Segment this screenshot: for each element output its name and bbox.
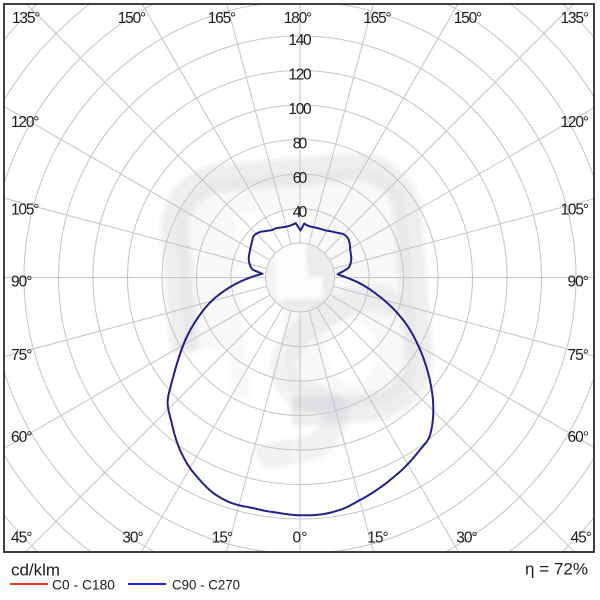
svg-text:135°: 135° [561, 10, 590, 27]
svg-text:60°: 60° [568, 429, 590, 446]
svg-text:90°: 90° [11, 274, 33, 291]
svg-text:cd/klm: cd/klm [11, 561, 60, 580]
svg-text:30°: 30° [122, 530, 144, 547]
svg-text:120°: 120° [11, 114, 40, 131]
svg-text:135°: 135° [12, 10, 41, 27]
svg-text:120°: 120° [561, 114, 590, 131]
svg-text:105°: 105° [11, 202, 40, 219]
svg-text:15°: 15° [367, 530, 389, 547]
svg-text:60°: 60° [11, 429, 33, 446]
svg-text:105°: 105° [561, 202, 590, 219]
svg-text:80: 80 [293, 136, 308, 153]
svg-text:40: 40 [293, 204, 308, 221]
svg-text:165°: 165° [363, 10, 392, 27]
svg-text:165°: 165° [208, 10, 237, 27]
svg-text:30°: 30° [456, 530, 478, 547]
svg-text:90°: 90° [568, 274, 590, 291]
svg-text:120: 120 [288, 67, 312, 84]
svg-text:140: 140 [288, 32, 312, 49]
svg-text:15°: 15° [212, 530, 234, 547]
svg-text:45°: 45° [571, 530, 593, 547]
svg-text:75°: 75° [11, 347, 33, 364]
svg-text:180°: 180° [284, 10, 313, 27]
svg-text:45°: 45° [11, 530, 33, 547]
svg-text:75°: 75° [568, 347, 590, 364]
svg-text:150°: 150° [118, 10, 147, 27]
svg-text:60: 60 [293, 170, 308, 187]
svg-text:150°: 150° [454, 10, 483, 27]
svg-text:C0 - C180: C0 - C180 [52, 577, 115, 593]
svg-text:0°: 0° [293, 530, 308, 547]
svg-text:η = 72%: η = 72% [525, 560, 588, 579]
svg-text:C90 - C270: C90 - C270 [172, 577, 240, 593]
svg-text:100: 100 [288, 101, 312, 118]
